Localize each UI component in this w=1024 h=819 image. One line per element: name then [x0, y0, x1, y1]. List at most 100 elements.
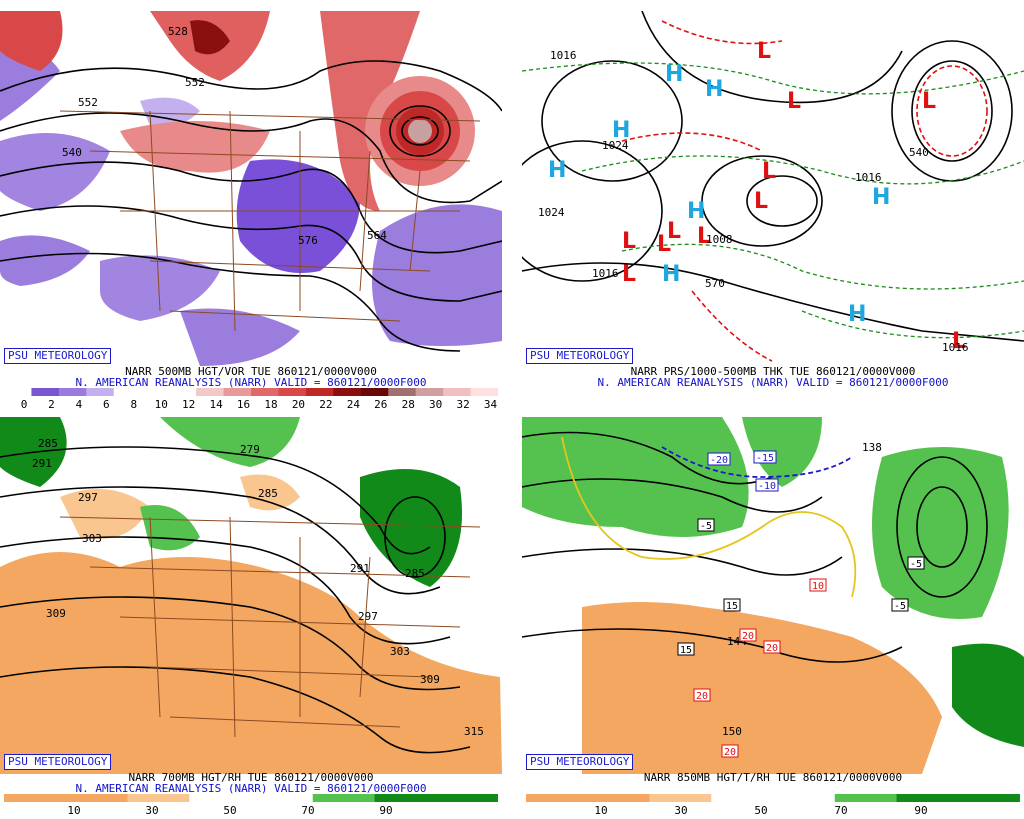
- isobar-label: 1016: [942, 341, 969, 354]
- colorbar-segment: [223, 388, 252, 396]
- rh-700mb-map: 285 291 297 303 309 279 285 291 297 285 …: [0, 417, 502, 774]
- svg-text:15: 15: [680, 645, 692, 656]
- isobar-label: 1024: [538, 206, 565, 219]
- temperature-box: -5: [891, 598, 909, 612]
- colorbar-segment: [834, 794, 897, 802]
- high-pressure-marker: H: [705, 77, 723, 102]
- colorbar-segment: [958, 794, 1020, 802]
- colorbar-segment: [127, 794, 190, 802]
- colorbar-segment: [470, 388, 498, 396]
- colorbar-segment: [360, 388, 389, 396]
- isobar-label: 1016: [855, 171, 882, 184]
- colorbar-segment: [333, 388, 362, 396]
- contour-label: 552: [78, 96, 98, 109]
- colorbar-tick-label: 90: [914, 804, 928, 817]
- psu-meteorology-badge: PSU METEOROLOGY: [526, 348, 634, 364]
- colorbar-segment: [251, 794, 314, 802]
- vorticity-colorbar: [4, 388, 498, 396]
- colorbar-segment: [773, 794, 836, 802]
- isobar-label: 1016: [592, 267, 619, 280]
- colorbar-tick-label: 70: [834, 804, 848, 817]
- colorbar-segment: [86, 388, 115, 396]
- temperature-box: 20: [693, 688, 711, 702]
- contour-label: 309: [420, 673, 440, 686]
- svg-text:-5: -5: [910, 559, 922, 570]
- colorbar-tick-label: 6: [103, 398, 110, 411]
- colorbar-tick-label: 50: [754, 804, 768, 817]
- svg-text:20: 20: [724, 747, 736, 758]
- colorbar-segment: [388, 388, 417, 396]
- contour-label: 552: [185, 76, 205, 89]
- temperature-box: -15: [753, 450, 777, 464]
- panel-850mb-t-rh: 144 150 138 -20 -15 -10 -5 -5 15 15 20 2…: [522, 417, 1024, 819]
- colorbar-tick-label: 16: [236, 398, 251, 411]
- colorbar-tick-label: 30: [674, 804, 688, 817]
- contour-label: 315: [464, 725, 484, 738]
- panel-500mb-vorticity: 528 552 540 564 576 552 PSU METEOROLOGY …: [0, 11, 502, 413]
- low-pressure-marker: L: [657, 232, 671, 257]
- colorbar-tick-label: 10: [154, 398, 168, 411]
- psu-meteorology-badge: PSU METEOROLOGY: [4, 348, 112, 364]
- high-pressure-marker: H: [848, 302, 866, 327]
- colorbar-tick-label: 28: [401, 398, 415, 411]
- panel-valid-line: N. AMERICAN REANALYSIS (NARR) VALID = 86…: [597, 376, 949, 389]
- psu-meteorology-badge: PSU METEOROLOGY: [526, 754, 634, 770]
- contour-label: 297: [78, 491, 98, 504]
- colorbar-segment: [278, 388, 307, 396]
- contour-label: 291: [350, 562, 370, 575]
- thickness-label: 540: [909, 146, 929, 159]
- colorbar-segment: [65, 794, 128, 802]
- temperature-box: 15: [723, 598, 741, 612]
- panel-700mb-rh: 285 291 297 303 309 279 285 291 297 285 …: [0, 417, 502, 819]
- colorbar-segment: [415, 388, 444, 396]
- colorbar-segment: [374, 794, 437, 802]
- svg-text:20: 20: [766, 643, 778, 654]
- low-pressure-marker: L: [762, 159, 776, 184]
- contour-label: 303: [390, 645, 410, 658]
- colorbar-segment: [168, 388, 197, 396]
- contour-label: 279: [240, 443, 260, 456]
- colorbar-segment: [31, 388, 60, 396]
- low-pressure-marker: L: [787, 89, 801, 114]
- isobar-label: 1008: [706, 233, 733, 246]
- colorbar-tick-label: 12: [182, 398, 196, 411]
- svg-text:10: 10: [812, 581, 824, 592]
- colorbar-segment: [251, 388, 279, 396]
- temperature-box: -5: [697, 518, 715, 532]
- pressure-thickness-map: H H H H H H H H L L L L L L L L L L L 10…: [522, 11, 1024, 366]
- contour-label: 285: [258, 487, 278, 500]
- colorbar-segment: [443, 388, 472, 396]
- high-pressure-marker: H: [687, 199, 705, 224]
- panel-title: NARR 500MB HGT/VOR TUE 860121/0000V000: [125, 365, 377, 378]
- contour-label: 291: [32, 457, 52, 470]
- temperature-box: -5: [907, 556, 925, 570]
- colorbar-segment: [526, 794, 589, 802]
- temperature-box: -10: [755, 478, 779, 492]
- svg-text:-15: -15: [756, 453, 774, 464]
- colorbar-tick-label: 0: [20, 398, 28, 411]
- panel-title: NARR 700MB HGT/RH TUE 860121/0000V000: [128, 771, 374, 784]
- low-pressure-marker: L: [667, 219, 681, 244]
- psu-meteorology-badge: PSU METEOROLOGY: [4, 754, 112, 770]
- colorbar-tick-label: 14: [209, 398, 223, 411]
- colorbar-tick-label: 30: [145, 804, 159, 817]
- low-pressure-marker: L: [952, 329, 966, 354]
- colorbar-segment: [141, 388, 170, 396]
- temperature-box: 15: [677, 642, 695, 656]
- contour-label: 285: [405, 567, 425, 580]
- colorbar-segment: [711, 794, 774, 802]
- high-pressure-marker: H: [872, 185, 890, 210]
- colorbar-segment: [436, 794, 498, 802]
- colorbar-segment: [196, 388, 225, 396]
- low-pressure-marker: L: [697, 224, 711, 249]
- high-pressure-marker: H: [665, 62, 683, 87]
- colorbar-tick-label: 70: [301, 804, 315, 817]
- svg-text:20: 20: [742, 631, 754, 642]
- temperature-box: 20: [721, 744, 739, 758]
- colorbar-tick-label: 30: [429, 398, 443, 411]
- contour-label: 540: [62, 146, 82, 159]
- contour-label: 138: [862, 441, 882, 454]
- temperature-box: -20: [707, 452, 731, 466]
- panel-title: NARR 850MB HGT/T/RH TUE 860121/0000V000: [643, 771, 903, 784]
- contour-label: 564: [367, 229, 387, 242]
